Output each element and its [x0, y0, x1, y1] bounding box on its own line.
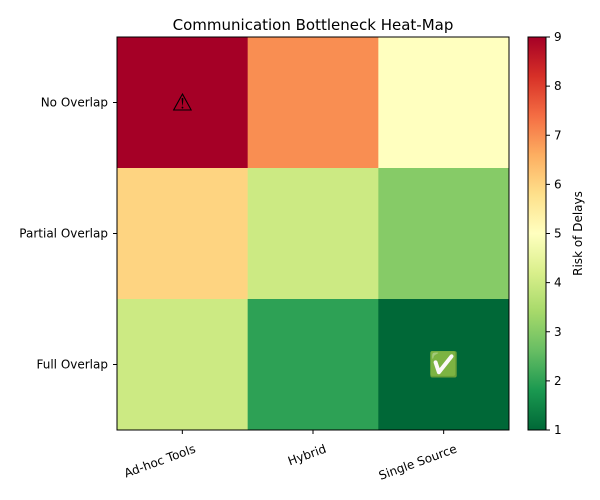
heatmap-cell: [247, 299, 379, 431]
y-tick-label: No Overlap: [41, 96, 108, 110]
heatmap-cell: [378, 37, 510, 169]
y-tick-label: Full Overlap: [36, 358, 108, 372]
heatmap-cell: [247, 168, 379, 300]
heatmap-cell: [117, 299, 249, 431]
heatmap-cell: [378, 168, 510, 300]
x-tick-label: Single Source: [377, 442, 459, 483]
heatmap-cell: [247, 37, 379, 169]
check-icon: ✅: [429, 351, 459, 379]
colorbar-tick-label: 5: [554, 227, 562, 241]
colorbar-tick-label: 6: [554, 177, 562, 191]
x-tick-label: Hybrid: [286, 442, 328, 469]
y-tick-label: Partial Overlap: [19, 227, 108, 241]
y-axis: No Overlap Partial Overlap Full Overlap: [19, 96, 117, 372]
colorbar: [528, 37, 546, 430]
colorbar-tick-label: 8: [554, 79, 562, 93]
colorbar-tick-label: 3: [554, 325, 562, 339]
colorbar-label: Risk of Delays: [571, 191, 585, 276]
colorbar-ticks: 1 2 3 4 5 6 7 8 9: [546, 30, 562, 437]
colorbar-tick-label: 7: [554, 128, 562, 142]
colorbar-tick-label: 1: [554, 423, 562, 437]
x-axis: Ad-hoc Tools Hybrid Single Source: [122, 430, 459, 483]
heatmap-annotations: ⚠✅: [172, 89, 459, 379]
colorbar-tick-label: 4: [554, 276, 562, 290]
heatmap-cell: [117, 37, 249, 169]
warning-icon: ⚠: [172, 89, 194, 117]
colorbar-tick-label: 2: [554, 374, 562, 388]
colorbar-tick-label: 9: [554, 30, 562, 44]
heatmap-cell: [378, 299, 510, 431]
heatmap-cells: [117, 37, 510, 431]
x-tick-label: Ad-hoc Tools: [122, 442, 197, 481]
heatmap-cell: [117, 168, 249, 300]
chart-title: Communication Bottleneck Heat-Map: [173, 16, 454, 34]
